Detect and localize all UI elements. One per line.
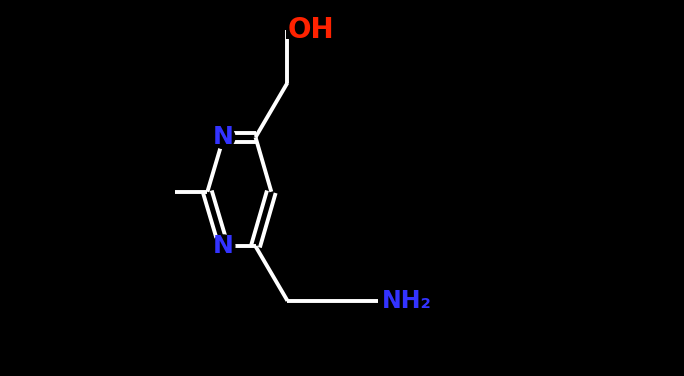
Text: OH: OH: [287, 16, 334, 44]
FancyBboxPatch shape: [286, 19, 327, 39]
Text: N: N: [213, 234, 234, 258]
Text: N: N: [213, 125, 234, 149]
Text: NH₂: NH₂: [382, 289, 432, 313]
Circle shape: [212, 235, 235, 258]
FancyBboxPatch shape: [378, 290, 427, 312]
Circle shape: [212, 126, 235, 149]
